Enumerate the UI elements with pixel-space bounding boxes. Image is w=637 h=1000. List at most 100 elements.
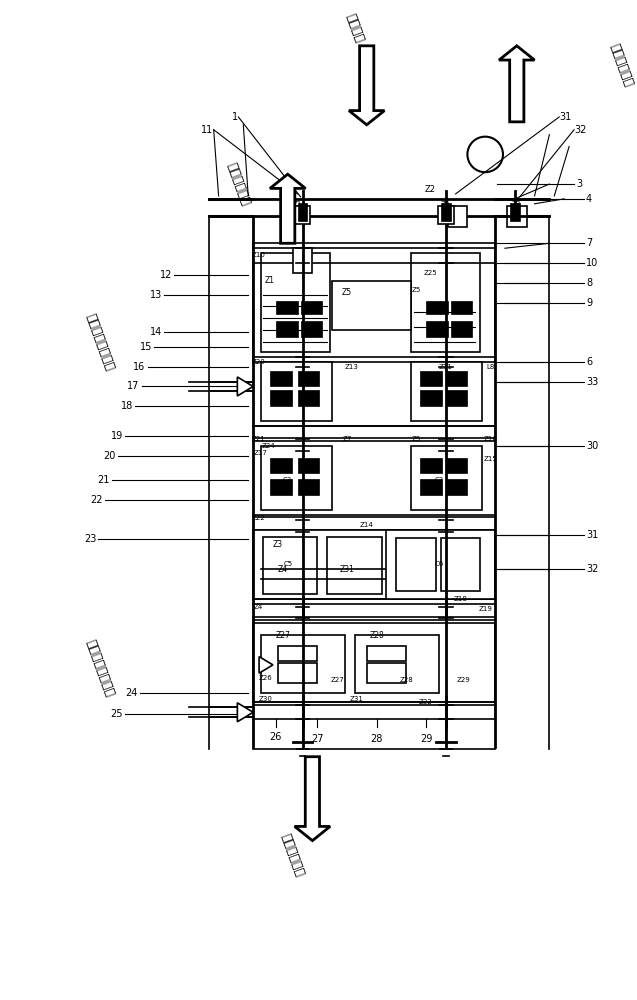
Text: 27: 27 (311, 734, 324, 744)
Text: 26: 26 (269, 732, 282, 742)
Text: C1: C1 (434, 391, 443, 397)
Text: 15: 15 (140, 342, 152, 352)
Bar (278, 646, 317, 661)
Text: Z5: Z5 (412, 287, 420, 293)
Bar (420, 371, 441, 386)
Text: Z7: Z7 (342, 436, 352, 442)
Bar (510, 203, 520, 221)
Text: 33: 33 (586, 377, 598, 387)
Bar (297, 371, 319, 386)
Text: Z4: Z4 (278, 565, 288, 574)
Bar (446, 371, 468, 386)
Bar (448, 206, 468, 227)
Text: 9: 9 (586, 298, 592, 308)
Text: Z13: Z13 (345, 364, 359, 370)
Text: 7: 7 (586, 238, 592, 248)
Bar (507, 206, 527, 227)
Text: Z3: Z3 (512, 201, 522, 207)
Text: 10: 10 (586, 258, 598, 268)
Text: 左侧转向动力输入: 左侧转向动力输入 (83, 637, 117, 698)
Polygon shape (499, 46, 534, 122)
Text: Z17: Z17 (253, 450, 267, 456)
Text: Z5: Z5 (342, 288, 352, 297)
Bar (411, 362, 482, 421)
Polygon shape (238, 377, 253, 396)
Text: Z2: Z2 (441, 201, 450, 207)
Text: Z9: Z9 (412, 436, 421, 442)
Bar (261, 635, 345, 693)
Text: Z30: Z30 (259, 696, 273, 702)
Text: Z28: Z28 (399, 677, 413, 683)
Bar (276, 301, 297, 314)
Text: 29: 29 (420, 734, 432, 744)
Text: C5: C5 (283, 561, 292, 567)
Bar (441, 203, 450, 221)
Polygon shape (238, 703, 253, 722)
Bar (327, 537, 382, 594)
Bar (261, 362, 332, 421)
Bar (438, 206, 454, 224)
Text: 32: 32 (574, 125, 587, 135)
Text: 8: 8 (586, 278, 592, 288)
Bar (420, 479, 441, 495)
Text: Z32: Z32 (419, 699, 433, 705)
Polygon shape (270, 174, 306, 243)
Bar (261, 253, 330, 352)
Bar (450, 301, 473, 314)
Bar (411, 253, 480, 352)
Text: Z1: Z1 (265, 276, 275, 285)
Text: 13: 13 (150, 290, 162, 300)
Bar (270, 371, 292, 386)
Text: 6: 6 (586, 357, 592, 367)
Text: Z10: Z10 (251, 252, 265, 258)
Text: Z29: Z29 (457, 677, 470, 683)
Bar (295, 206, 310, 224)
Bar (355, 635, 439, 693)
Text: Z15: Z15 (483, 456, 497, 462)
Text: Z16: Z16 (483, 436, 497, 442)
Text: 左侧动力输出: 左侧动力输出 (279, 832, 306, 879)
Bar (367, 646, 406, 661)
Text: Z20: Z20 (251, 359, 265, 365)
Text: 11: 11 (201, 125, 213, 135)
Text: Z27: Z27 (330, 677, 344, 683)
Text: Z27: Z27 (275, 631, 290, 640)
Bar (270, 390, 292, 406)
Text: 31: 31 (586, 530, 598, 540)
Text: 右侧转向动力输入: 右侧转向动力输入 (83, 312, 117, 372)
Text: Z2: Z2 (425, 185, 436, 194)
Bar (367, 663, 406, 683)
Bar (446, 479, 468, 495)
Polygon shape (259, 657, 273, 673)
Text: 14: 14 (150, 327, 162, 337)
Bar (450, 321, 473, 337)
Text: Z14: Z14 (360, 522, 373, 528)
Bar (292, 248, 312, 273)
Text: 28: 28 (370, 734, 383, 744)
Bar (426, 321, 448, 337)
Text: 22: 22 (90, 495, 103, 505)
Text: Z22: Z22 (251, 515, 265, 521)
Bar (411, 446, 482, 510)
Bar (297, 458, 319, 473)
Text: C2: C2 (434, 486, 444, 495)
Text: C4: C4 (283, 397, 293, 406)
Polygon shape (349, 46, 385, 125)
Text: 17: 17 (127, 381, 140, 391)
Text: Z26: Z26 (259, 675, 273, 681)
Text: Z11: Z11 (439, 364, 453, 370)
Text: 3: 3 (576, 179, 582, 189)
Text: C1: C1 (434, 397, 444, 406)
Text: L8: L8 (486, 364, 494, 370)
Bar (426, 301, 448, 314)
Text: 19: 19 (111, 431, 123, 441)
Text: 32: 32 (586, 564, 598, 574)
Bar (297, 390, 319, 406)
Bar (270, 479, 292, 495)
Text: C3: C3 (283, 486, 293, 495)
Bar (332, 281, 411, 330)
Bar (387, 530, 495, 599)
Text: Z4: Z4 (254, 604, 262, 610)
Text: Z1: Z1 (293, 201, 303, 207)
Text: Z19: Z19 (478, 606, 492, 612)
